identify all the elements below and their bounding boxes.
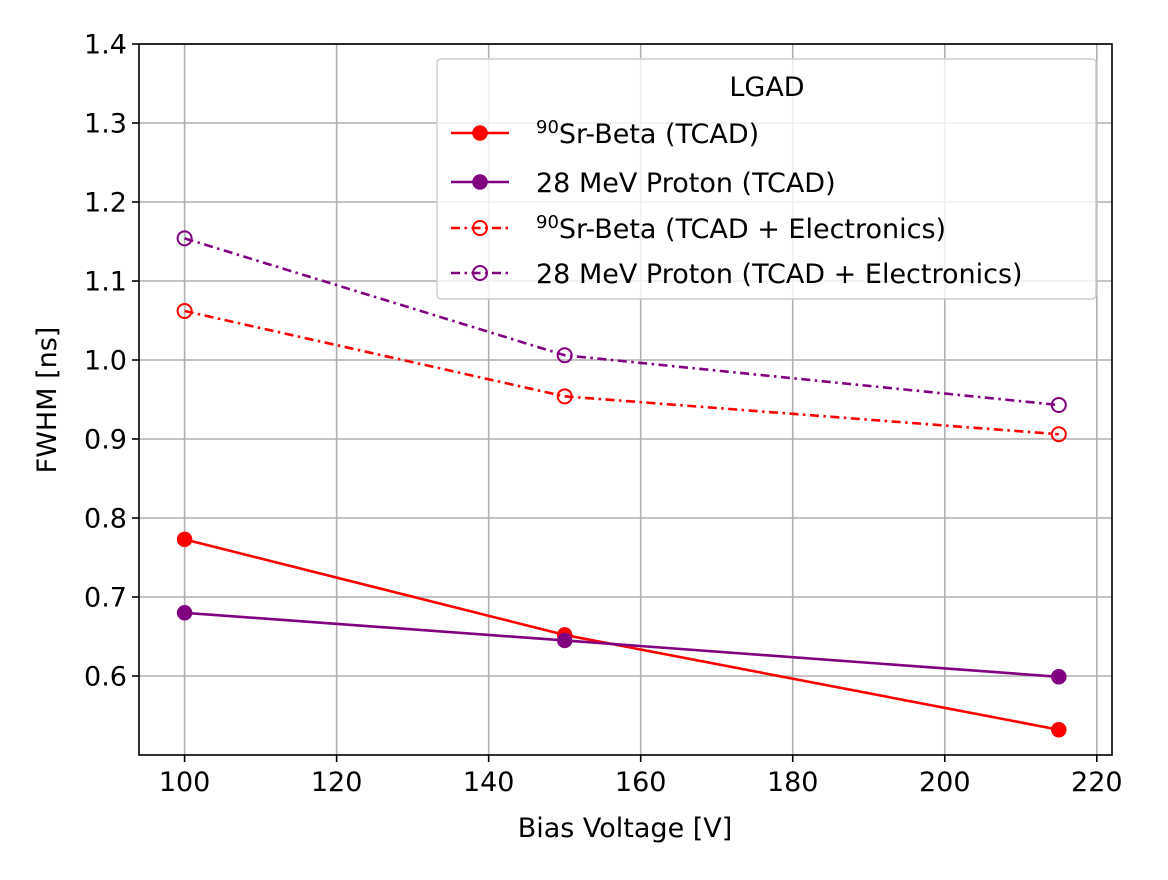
data-point-series-4	[1050, 397, 1067, 414]
legend-label-text: Sr-Beta (TCAD + Electronics)	[559, 214, 946, 245]
x-tick-label: 100	[159, 767, 211, 798]
legend-marker-4	[472, 265, 488, 281]
series-line-4	[184, 237, 1059, 407]
legend-label-superscript: 90	[536, 117, 559, 138]
legend: LGAD 90Sr-Beta (TCAD)28 MeV Proton (TCAD…	[436, 58, 1097, 300]
series-line-3	[184, 309, 1059, 436]
y-tick-label: 1.2	[84, 188, 127, 219]
x-tick-label: 220	[1071, 767, 1123, 798]
x-tick-label: 160	[615, 767, 667, 798]
data-point-series-3	[176, 303, 193, 320]
y-tick-label: 1.4	[84, 30, 127, 61]
legend-marker-1	[472, 125, 488, 141]
data-point-series-4	[176, 230, 193, 247]
plot-frame	[138, 43, 1113, 756]
data-point-series-2	[1051, 669, 1067, 685]
series-line-1	[184, 538, 1060, 731]
y-tick-label: 0.9	[84, 425, 127, 456]
x-tick-label: 180	[767, 767, 819, 798]
legend-entries: 90Sr-Beta (TCAD)28 MeV Proton (TCAD)90Sr…	[451, 117, 1023, 290]
legend-label-superscript: 90	[536, 212, 559, 233]
data-point-series-1	[1051, 721, 1067, 738]
y-tick-label: 0.7	[84, 583, 127, 614]
y-tick-label: 1.1	[84, 267, 127, 298]
y-tick-label: 0.8	[84, 504, 127, 535]
legend-label-text: Sr-Beta (TCAD)	[559, 119, 759, 150]
y-tick-label: 0.6	[84, 662, 127, 693]
series-layer	[176, 230, 1067, 738]
data-point-series-2	[556, 632, 573, 649]
legend-label-3: 90Sr-Beta (TCAD + Electronics)	[536, 212, 946, 245]
legend-marker-3	[472, 220, 488, 236]
data-point-series-4	[556, 347, 573, 364]
legend-label-1: 90Sr-Beta (TCAD)	[536, 117, 759, 150]
data-point-series-2	[176, 605, 193, 621]
x-tick-label: 200	[919, 767, 971, 798]
legend-label-2: 28 MeV Proton (TCAD)	[536, 168, 836, 199]
x-axis-label: Bias Voltage [V]	[518, 813, 733, 844]
legend-box	[436, 58, 1097, 300]
legend-marker-2	[472, 174, 488, 190]
series-line-2	[184, 611, 1059, 679]
y-tick-label: 1.0	[84, 346, 127, 377]
x-tick-label: 140	[463, 767, 515, 798]
legend-title: LGAD	[729, 72, 804, 103]
tick-layer: 100 120 140 160 180 200 220 0.6 0.7 0.8 0.9 1.0 1.1 1…	[84, 30, 1123, 799]
x-tick-label: 120	[311, 767, 363, 798]
legend-label-4: 28 MeV Proton (TCAD + Electronics)	[536, 259, 1023, 290]
data-point-series-3	[556, 388, 573, 405]
y-axis-label: FWHM [ns]	[32, 327, 63, 474]
y-tick-label: 1.3	[84, 109, 127, 140]
data-point-series-3	[1050, 426, 1067, 443]
data-point-series-1	[176, 531, 193, 548]
